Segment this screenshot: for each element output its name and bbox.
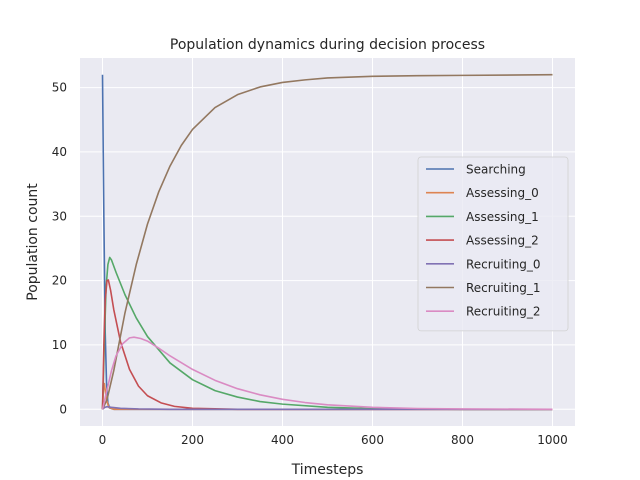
y-tick-label: 10: [52, 338, 67, 352]
x-tick-label: 200: [181, 433, 204, 447]
y-tick-label: 20: [52, 274, 67, 288]
legend-label: Searching: [466, 163, 526, 177]
series-line-assessing_2: [101, 279, 553, 411]
legend-label: Recruiting_1: [466, 281, 541, 295]
series-line-recruiting_0: [101, 405, 553, 411]
x-tick-label: 400: [271, 433, 294, 447]
y-tick-label: 30: [52, 209, 67, 223]
series-line-recruiting_1: [101, 73, 553, 410]
legend-label: Assessing_1: [466, 210, 539, 224]
y-tick-label: 40: [52, 145, 67, 159]
legend-label: Recruiting_2: [466, 305, 541, 319]
x-axis-label: Timesteps: [291, 462, 364, 478]
x-tick-label: 1000: [537, 433, 568, 447]
x-tick-label: 800: [451, 433, 474, 447]
legend: Searching Assessing_0 Assessing_1 Assessing…: [417, 156, 569, 332]
y-axis-label: Population count: [25, 183, 41, 301]
legend-label: Assessing_0: [466, 186, 539, 200]
x-tick-label: 0: [99, 433, 107, 447]
legend-label: Assessing_2: [466, 234, 539, 248]
chart-title: Population dynamics during decision proc…: [170, 37, 485, 53]
tick-labels: 0 200 400 600 800 1000 0 10 20 30 40 50: [52, 81, 568, 447]
x-tick-label: 600: [361, 433, 384, 447]
series-line-recruiting_2: [101, 336, 553, 411]
y-tick-label: 0: [59, 402, 67, 416]
legend-label: Recruiting_0: [466, 257, 541, 271]
y-tick-label: 50: [52, 81, 67, 95]
series-lines: [101, 73, 553, 411]
legend-frame: [417, 156, 569, 332]
series-line-assessing_1: [101, 256, 553, 411]
